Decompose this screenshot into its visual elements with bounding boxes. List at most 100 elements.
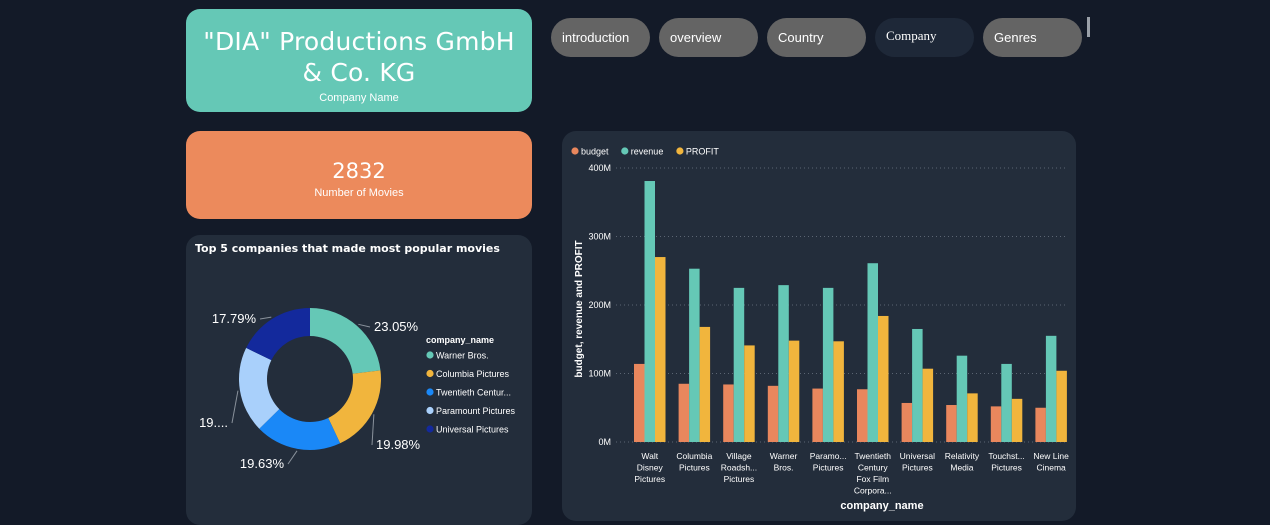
donut-legend-label-3[interactable]: Paramount Pictures [436, 406, 516, 416]
donut-leader-line-4 [259, 316, 272, 320]
bar-legend-label-budget[interactable]: budget [581, 147, 609, 157]
bar-revenue-3[interactable] [778, 285, 789, 442]
donut-slice-2[interactable] [259, 409, 341, 450]
company-name-title: "DIA" Productions GmbH & Co. KG [186, 9, 532, 88]
bar-profit-8[interactable] [1011, 398, 1023, 442]
y-tick-label-4: 400M [588, 163, 611, 173]
donut-value-label-4: 17.79% [212, 311, 257, 326]
x-tick-label-6-1: Pictures [902, 463, 933, 473]
bar-revenue-4[interactable] [822, 287, 834, 442]
x-tick-label-5-3: Corpora... [854, 486, 892, 496]
movie-count-value: 2832 [332, 159, 386, 183]
donut-legend-marker-2 [426, 388, 434, 396]
bar-profit-2[interactable] [744, 345, 755, 442]
y-tick-label-3: 300M [588, 232, 611, 242]
tab-company[interactable]: Company [875, 18, 974, 57]
bar-revenue-7[interactable] [956, 355, 968, 442]
y-axis-title: budget, revenue and PROFIT [574, 240, 585, 377]
x-tick-label-6-0: Universal [900, 451, 936, 461]
donut-leader-line-2 [287, 450, 298, 465]
bar-legend-label-profit[interactable]: PROFIT [686, 147, 720, 157]
x-tick-label-5-2: Fox Film [856, 474, 889, 484]
bar-budget-4[interactable] [812, 388, 823, 442]
bar-revenue-0[interactable] [644, 181, 656, 442]
x-tick-label-4-1: Pictures [813, 463, 844, 473]
bar-revenue-6[interactable] [912, 328, 923, 442]
donut-leader-line-0 [358, 323, 371, 328]
movie-count-card: 2832 Number of Movies [186, 131, 532, 219]
donut-chart-card: Top 5 companies that made most popular m… [186, 235, 532, 525]
tab-genres[interactable]: Genres [983, 18, 1082, 57]
x-tick-label-5-1: Century [858, 463, 889, 473]
company-name-card: "DIA" Productions GmbH & Co. KG Company … [186, 9, 532, 112]
bar-budget-1[interactable] [678, 383, 690, 442]
x-tick-label-7-0: Relativity [945, 451, 980, 461]
bar-profit-1[interactable] [699, 326, 711, 442]
bar-legend-marker-revenue [621, 147, 629, 155]
x-tick-label-5-0: Twentieth [855, 451, 892, 461]
x-tick-label-1-1: Pictures [679, 463, 710, 473]
bar-profit-7[interactable] [967, 393, 978, 442]
y-tick-label-1: 100M [588, 369, 611, 379]
bar-legend-marker-budget [571, 147, 579, 155]
donut-chart-title: Top 5 companies that made most popular m… [195, 242, 500, 255]
bar-budget-9[interactable] [1035, 407, 1046, 442]
x-tick-label-3-0: Warner [770, 451, 798, 461]
bar-budget-8[interactable] [990, 406, 1002, 442]
bar-profit-4[interactable] [833, 341, 844, 442]
nav-scrollbar[interactable] [1087, 17, 1090, 37]
bar-budget-3[interactable] [767, 385, 779, 442]
company-name-caption: Company Name [319, 92, 399, 104]
x-axis-title: company_name [840, 500, 923, 512]
bar-profit-0[interactable] [655, 257, 666, 442]
bar-profit-3[interactable] [788, 340, 800, 442]
bar-revenue-1[interactable] [689, 268, 700, 442]
tab-country[interactable]: Country [767, 18, 866, 57]
bar-budget-2[interactable] [723, 384, 734, 442]
x-tick-label-4-0: Paramo... [810, 451, 847, 461]
donut-slice-4[interactable] [246, 308, 310, 361]
donut-value-label-0: 23.05% [374, 319, 419, 334]
x-tick-label-2-0: Village [726, 451, 752, 461]
bar-revenue-5[interactable] [867, 263, 879, 442]
x-tick-label-0-0: Walt [641, 451, 658, 461]
donut-legend-title: company_name [426, 335, 494, 345]
donut-legend-marker-0 [426, 351, 434, 359]
donut-legend-label-4[interactable]: Universal Pictures [436, 425, 509, 435]
y-tick-label-0: 0M [598, 437, 611, 447]
bar-profit-5[interactable] [878, 315, 889, 442]
donut-slice-1[interactable] [328, 370, 381, 444]
donut-leader-line-1 [371, 414, 375, 446]
donut-chart: 23.05% 19.98% 19.63% 19.... 17.79% company_na… [199, 308, 516, 471]
donut-legend-label-1[interactable]: Columbia Pictures [436, 369, 510, 379]
bar-profit-9[interactable] [1056, 370, 1067, 442]
donut-legend-label-0[interactable]: Warner Bros. [436, 351, 489, 361]
donut-legend-marker-4 [426, 425, 434, 433]
donut-leader-line-3 [231, 390, 239, 424]
x-tick-label-2-2: Pictures [724, 474, 755, 484]
donut-value-label-2: 19.63% [240, 456, 285, 471]
tab-overview[interactable]: overview [659, 18, 758, 57]
bar-budget-6[interactable] [901, 402, 913, 442]
donut-slice-3[interactable] [239, 347, 280, 429]
x-tick-label-8-0: Touchst... [988, 451, 1024, 461]
y-tick-label-2: 200M [588, 300, 611, 310]
bar-chart: budget revenue PROFIT 0M 100M 200M 300M 400M bud… [571, 147, 1069, 512]
bar-legend-label-revenue[interactable]: revenue [631, 147, 664, 157]
bar-revenue-8[interactable] [1001, 363, 1012, 442]
bar-budget-7[interactable] [946, 405, 957, 442]
donut-legend-label-2[interactable]: Twentieth Centur... [436, 388, 511, 398]
bar-budget-0[interactable] [634, 363, 645, 442]
x-tick-label-7-1: Media [950, 463, 973, 473]
company-name-line-2: & Co. KG [302, 58, 416, 87]
company-name-line-1: "DIA" Productions GmbH [203, 27, 515, 56]
x-tick-label-0-1: Disney [637, 463, 664, 473]
bar-revenue-2[interactable] [733, 287, 745, 442]
bar-revenue-9[interactable] [1045, 335, 1057, 442]
tab-introduction[interactable]: introduction [551, 18, 650, 57]
x-tick-label-9-0: New Line [1033, 451, 1069, 461]
movie-count-label: Number of Movies [314, 187, 404, 199]
bar-budget-5[interactable] [857, 389, 868, 442]
bar-profit-6[interactable] [922, 368, 934, 442]
donut-slice-0[interactable] [310, 308, 381, 374]
